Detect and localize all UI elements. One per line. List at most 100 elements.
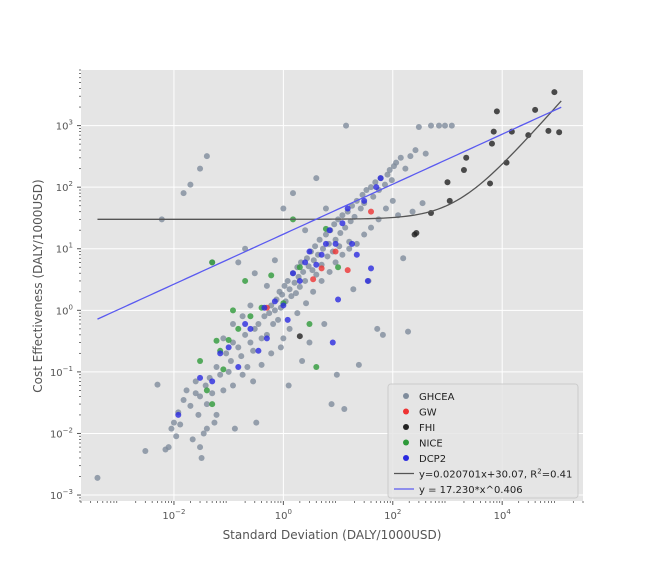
data-point-ghcea: [332, 236, 339, 243]
data-point-dcp2: [261, 304, 268, 311]
data-point-ghcea: [368, 224, 375, 231]
data-point-ghcea: [353, 240, 360, 247]
data-point-ghcea: [312, 243, 319, 250]
y-tick-base: 10: [56, 245, 69, 256]
x-tick-exponent: −2: [175, 508, 185, 516]
data-point-dcp2: [373, 184, 380, 191]
data-point-ghcea: [200, 430, 207, 437]
data-point-ghcea: [292, 290, 299, 297]
data-point-ghcea: [277, 344, 284, 351]
x-tick-label: 102: [384, 508, 401, 522]
data-point-ghcea: [239, 371, 246, 378]
data-point-dcp2: [329, 339, 336, 346]
data-point-fhi: [545, 127, 552, 134]
x-axis-label: Standard Deviation (DALY/1000USD): [223, 528, 442, 542]
data-point-ghcea: [203, 153, 210, 160]
data-point-fhi: [490, 128, 497, 135]
data-point-nice: [296, 264, 303, 271]
data-point-ghcea: [350, 286, 357, 293]
data-point-nice: [235, 325, 242, 332]
data-point-ghcea: [271, 307, 278, 314]
data-point-fhi: [460, 167, 467, 174]
data-point-dcp2: [263, 335, 270, 342]
y-tick-label: 103: [56, 119, 73, 133]
data-point-ghcea: [187, 402, 194, 409]
data-point-ghcea: [375, 216, 382, 223]
data-point-ghcea: [300, 268, 307, 275]
data-point-ghcea: [170, 419, 177, 426]
y-tick-exponent: 3: [69, 119, 73, 127]
fit-lines: [97, 100, 562, 320]
data-point-ghcea: [220, 387, 227, 394]
data-point-ghcea: [242, 245, 249, 252]
data-point-nice: [229, 307, 236, 314]
legend-marker-ghcea: [403, 393, 409, 399]
data-point-dcp2: [332, 240, 339, 247]
data-point-ghcea: [374, 325, 381, 332]
data-point-ghcea: [165, 444, 172, 451]
data-point-ghcea: [285, 382, 292, 389]
data-point-ghcea: [258, 335, 265, 342]
y-tick-exponent: −1: [63, 365, 73, 373]
data-point-fhi: [413, 230, 420, 237]
y-tick-base: 10: [56, 183, 69, 194]
data-point-nice: [242, 277, 249, 284]
y-tick-base: 10: [50, 491, 63, 502]
data-point-nice: [220, 366, 227, 373]
data-point-ghcea: [397, 154, 404, 161]
x-tick-base: 10: [275, 511, 288, 522]
data-point-ghcea: [195, 411, 202, 418]
data-point-ghcea: [244, 364, 251, 371]
data-point-ghcea: [296, 283, 303, 290]
data-point-nice: [268, 272, 275, 279]
x-tick-label: 104: [494, 508, 512, 522]
data-point-dcp2: [280, 302, 287, 309]
data-point-ghcea: [381, 181, 388, 188]
data-point-nice: [247, 313, 254, 320]
data-point-ghcea: [322, 231, 329, 238]
x-tick-base: 10: [494, 511, 507, 522]
data-point-nice: [313, 364, 320, 371]
data-point-ghcea: [220, 335, 227, 342]
data-point-ghcea: [303, 300, 310, 307]
y-tick-label: 101: [56, 242, 73, 256]
data-point-ghcea: [213, 364, 220, 371]
data-point-ghcea: [409, 208, 416, 215]
data-point-ghcea: [305, 263, 312, 270]
data-point-ghcea: [238, 353, 245, 360]
legend: GHCEA GW FHI NICE DCP2 y=0.020701x+30.07, R2=…: [387, 383, 579, 499]
data-point-nice: [197, 358, 204, 365]
data-point-ghcea: [441, 122, 448, 129]
data-point-ghcea: [255, 320, 262, 327]
data-point-dcp2: [247, 325, 254, 332]
data-point-ghcea: [142, 447, 149, 454]
y-axis-label: Cost Effectiveness (DALY/1000USD): [31, 179, 45, 392]
data-point-fhi: [463, 154, 470, 161]
data-point-ghcea: [177, 421, 184, 428]
data-point-ghcea: [299, 358, 306, 365]
data-point-dcp2: [197, 374, 204, 381]
data-point-ghcea: [415, 123, 422, 130]
data-point-fhi: [556, 129, 563, 136]
data-point-ghcea: [202, 382, 209, 389]
data-point-ghcea: [197, 393, 204, 400]
data-point-gw: [344, 267, 351, 274]
data-point-dcp2: [296, 277, 303, 284]
data-point-ghcea: [261, 313, 268, 320]
data-point-ghcea: [337, 230, 344, 237]
data-point-ghcea: [279, 291, 286, 298]
data-point-ghcea: [263, 282, 270, 289]
data-point-ghcea: [189, 436, 196, 443]
data-point-ghcea: [357, 205, 364, 212]
series-dcp2: [175, 175, 384, 418]
data-point-fhi: [488, 140, 495, 147]
y-tick-base: 10: [56, 122, 69, 133]
data-point-dcp2: [349, 240, 356, 247]
data-point-dcp2: [306, 248, 313, 255]
data-point-ghcea: [223, 350, 230, 357]
data-point-dcp2: [289, 270, 296, 277]
data-point-ghcea: [384, 171, 391, 178]
legend-marker-nice: [403, 439, 409, 446]
data-point-ghcea: [436, 122, 443, 129]
